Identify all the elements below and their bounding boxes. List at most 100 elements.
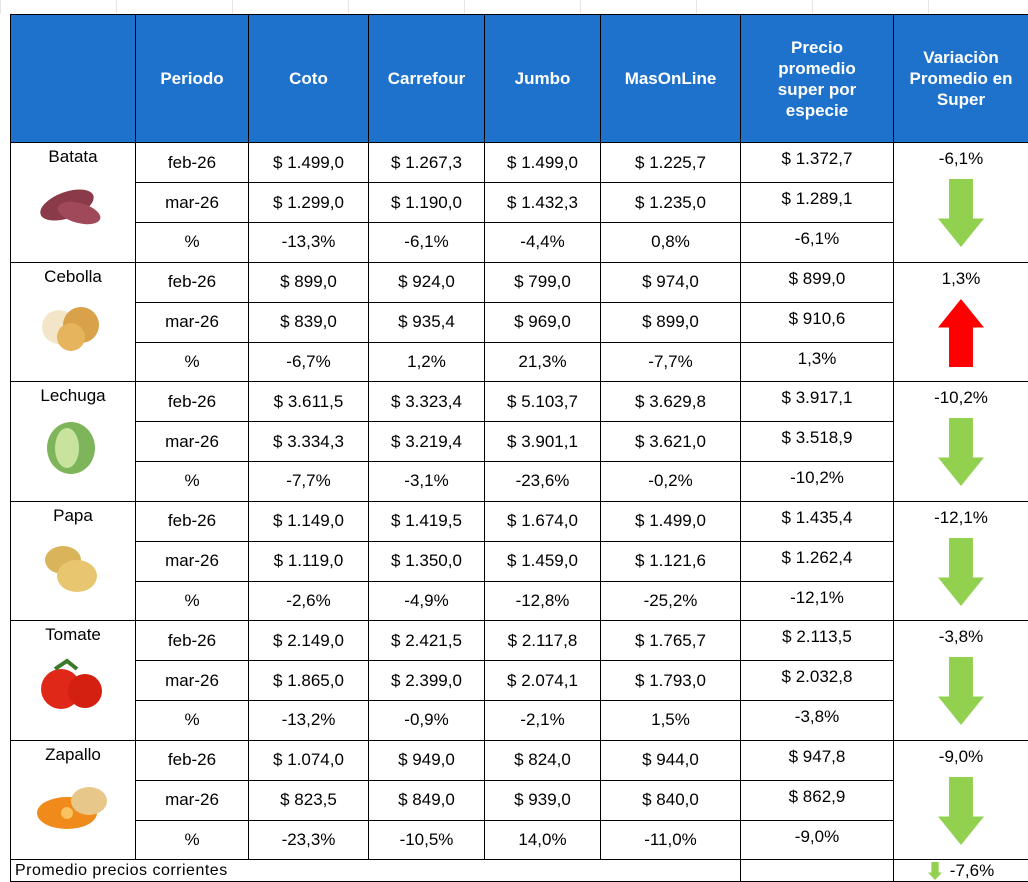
- price-cell: -4,9%: [368, 581, 485, 622]
- price-cell: $ 1.499,0: [484, 142, 601, 183]
- price-cell: $ 824,0: [484, 740, 601, 781]
- price-cell: $ 1.499,0: [600, 501, 741, 542]
- price-cell: -2,1%: [484, 700, 601, 741]
- price-cell: $ 969,0: [484, 302, 601, 343]
- period-cell: %: [135, 700, 249, 741]
- footer-empty: [740, 859, 894, 882]
- period-cell: mar-26: [135, 660, 249, 701]
- product-name: Tomate: [11, 625, 135, 645]
- price-cell: -11,0%: [600, 820, 741, 861]
- price-cell: $ 3.611,5: [248, 381, 369, 422]
- product-image: [37, 414, 109, 478]
- product-name: Cebolla: [11, 267, 135, 287]
- price-cell: $ 1.121,6: [600, 541, 741, 582]
- trend-arrow: [938, 657, 984, 725]
- price-cell: $ 1.865,0: [248, 660, 369, 701]
- period-cell: %: [135, 581, 249, 622]
- price-cell: $ 1.262,4: [740, 541, 894, 582]
- period-cell: mar-26: [135, 421, 249, 462]
- sheet-grid: [0, 0, 1, 14]
- sheet-grid: [232, 0, 233, 14]
- price-cell: -7,7%: [600, 342, 741, 383]
- variation-cell: -3,8%: [893, 620, 1028, 741]
- column-header: Periodo: [135, 14, 249, 143]
- price-cell: -3,8%: [740, 700, 894, 741]
- period-cell: %: [135, 342, 249, 383]
- period-cell: feb-26: [135, 142, 249, 183]
- price-cell: -12,1%: [740, 581, 894, 622]
- price-cell: -10,2%: [740, 461, 894, 502]
- product-image: [37, 295, 109, 359]
- variation-value: -9,0%: [939, 747, 983, 767]
- price-cell: $ 3.219,4: [368, 421, 485, 462]
- price-cell: $ 3.323,4: [368, 381, 485, 422]
- variation-value: 1,3%: [942, 269, 981, 289]
- period-cell: %: [135, 820, 249, 861]
- price-cell: -23,3%: [248, 820, 369, 861]
- variation-value: -6,1%: [939, 149, 983, 169]
- trend-arrow: [938, 538, 984, 606]
- variation-cell: 1,3%: [893, 262, 1028, 383]
- period-cell: mar-26: [135, 182, 249, 223]
- variation-cell: -6,1%: [893, 142, 1028, 263]
- price-cell: $ 1.235,0: [600, 182, 741, 223]
- product-cell: Zapallo: [10, 740, 136, 861]
- product-image: [37, 653, 109, 717]
- period-cell: mar-26: [135, 780, 249, 821]
- price-cell: $ 1.765,7: [600, 620, 741, 661]
- price-cell: $ 910,6: [740, 302, 894, 343]
- price-cell: $ 2.032,8: [740, 660, 894, 701]
- price-cell: $ 823,5: [248, 780, 369, 821]
- price-cell: 14,0%: [484, 820, 601, 861]
- price-cell: -3,1%: [368, 461, 485, 502]
- price-cell: $ 974,0: [600, 262, 741, 303]
- product-image: [37, 175, 109, 239]
- price-cell: $ 5.103,7: [484, 381, 601, 422]
- price-cell: -0,9%: [368, 700, 485, 741]
- sheet-grid: [928, 0, 929, 14]
- trend-arrow: [938, 179, 984, 247]
- column-header: Jumbo: [484, 14, 601, 143]
- price-cell: $ 2.117,8: [484, 620, 601, 661]
- product-cell: Tomate: [10, 620, 136, 741]
- price-cell: $ 1.459,0: [484, 541, 601, 582]
- period-cell: mar-26: [135, 302, 249, 343]
- price-cell: -6,1%: [368, 222, 485, 263]
- sheet-grid: [812, 0, 813, 14]
- price-cell: 21,3%: [484, 342, 601, 383]
- product-name: Lechuga: [11, 386, 135, 406]
- product-cell: Batata: [10, 142, 136, 263]
- price-cell: $ 1.674,0: [484, 501, 601, 542]
- price-cell: 1,3%: [740, 342, 894, 383]
- footer-variation-value: -7,6%: [950, 861, 994, 881]
- price-cell: $ 2.074,1: [484, 660, 601, 701]
- price-cell: $ 1.299,0: [248, 182, 369, 223]
- price-cell: $ 1.435,4: [740, 501, 894, 542]
- product-cell: Cebolla: [10, 262, 136, 383]
- price-cell: $ 839,0: [248, 302, 369, 343]
- price-cell: $ 1.149,0: [248, 501, 369, 542]
- price-cell: $ 1.119,0: [248, 541, 369, 582]
- price-table: PeriodoCotoCarrefourJumboMasOnLinePrecio…: [0, 0, 1028, 882]
- price-cell: $ 1.074,0: [248, 740, 369, 781]
- price-cell: -9,0%: [740, 820, 894, 861]
- price-cell: -25,2%: [600, 581, 741, 622]
- column-header: Coto: [248, 14, 369, 143]
- price-cell: -13,2%: [248, 700, 369, 741]
- product-cell: Lechuga: [10, 381, 136, 502]
- variation-value: -10,2%: [934, 388, 988, 408]
- sheet-grid: [348, 0, 349, 14]
- column-header: Precio promedio super por especie: [740, 14, 894, 143]
- price-cell: $ 899,0: [248, 262, 369, 303]
- price-cell: $ 1.350,0: [368, 541, 485, 582]
- price-cell: -0,2%: [600, 461, 741, 502]
- price-cell: $ 862,9: [740, 780, 894, 821]
- price-cell: -6,1%: [740, 222, 894, 263]
- price-cell: $ 924,0: [368, 262, 485, 303]
- price-cell: $ 935,4: [368, 302, 485, 343]
- product-name: Batata: [11, 147, 135, 167]
- price-cell: $ 3.334,3: [248, 421, 369, 462]
- price-cell: $ 849,0: [368, 780, 485, 821]
- price-cell: $ 899,0: [740, 262, 894, 303]
- price-cell: $ 899,0: [600, 302, 741, 343]
